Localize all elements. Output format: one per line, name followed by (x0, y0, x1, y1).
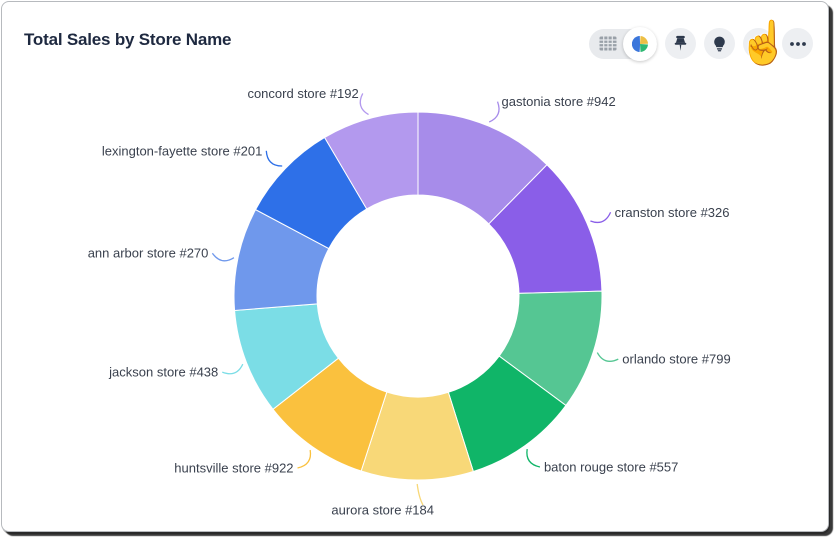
more-options-button[interactable] (782, 28, 813, 59)
slice-label-4: aurora store #184 (331, 503, 434, 518)
slice-leader-line-4 (416, 483, 424, 506)
slice-label-7: ann arbor store #270 (88, 246, 209, 261)
slice-label-2: orlando store #799 (622, 352, 730, 367)
slice-leader-line-9 (359, 93, 369, 116)
table-view-button[interactable] (595, 29, 621, 59)
chart-card-window: Total Sales by Store Name (1, 1, 829, 532)
slice-label-1: cranston store #326 (615, 205, 730, 220)
slice-label-5: huntsville store #922 (174, 461, 293, 476)
ellipsis-icon (789, 41, 806, 46)
pin-icon (674, 35, 687, 51)
slice-leader-line-2 (596, 352, 619, 362)
slice-label-3: baton rouge store #557 (544, 459, 678, 474)
slice-leader-line-6 (222, 363, 244, 375)
slice-leader-line-8 (265, 150, 283, 167)
upload-icon (750, 36, 767, 50)
donut-slice-9[interactable] (323, 111, 419, 210)
chart-view-button[interactable] (623, 26, 657, 61)
chart-title: Total Sales by Store Name (24, 30, 232, 49)
slice-label-6: jackson store #438 (108, 365, 218, 380)
slice-label-0: gastonia store #942 (502, 94, 616, 109)
slice-leader-line-7 (211, 252, 235, 262)
donut-chart: gastonia store #942 cranston store #326 or… (88, 86, 731, 518)
slice-label-8: lexington-fayette store #201 (102, 143, 262, 158)
insights-button[interactable] (704, 28, 735, 59)
upload-button[interactable] (743, 28, 774, 59)
table-icon (599, 36, 617, 51)
view-toggle[interactable] (589, 26, 657, 61)
lightbulb-icon (714, 36, 725, 52)
slice-leader-line-0 (488, 101, 500, 123)
pie-chart-icon (631, 35, 648, 52)
pin-button[interactable] (665, 28, 696, 59)
slice-leader-line-3 (526, 448, 541, 468)
slice-label-9: concord store #192 (247, 86, 358, 101)
slice-leader-line-5 (297, 449, 312, 469)
slice-leader-line-1 (590, 211, 612, 224)
chart-card: Total Sales by Store Name (2, 2, 828, 531)
chart-toolbar (589, 26, 813, 61)
